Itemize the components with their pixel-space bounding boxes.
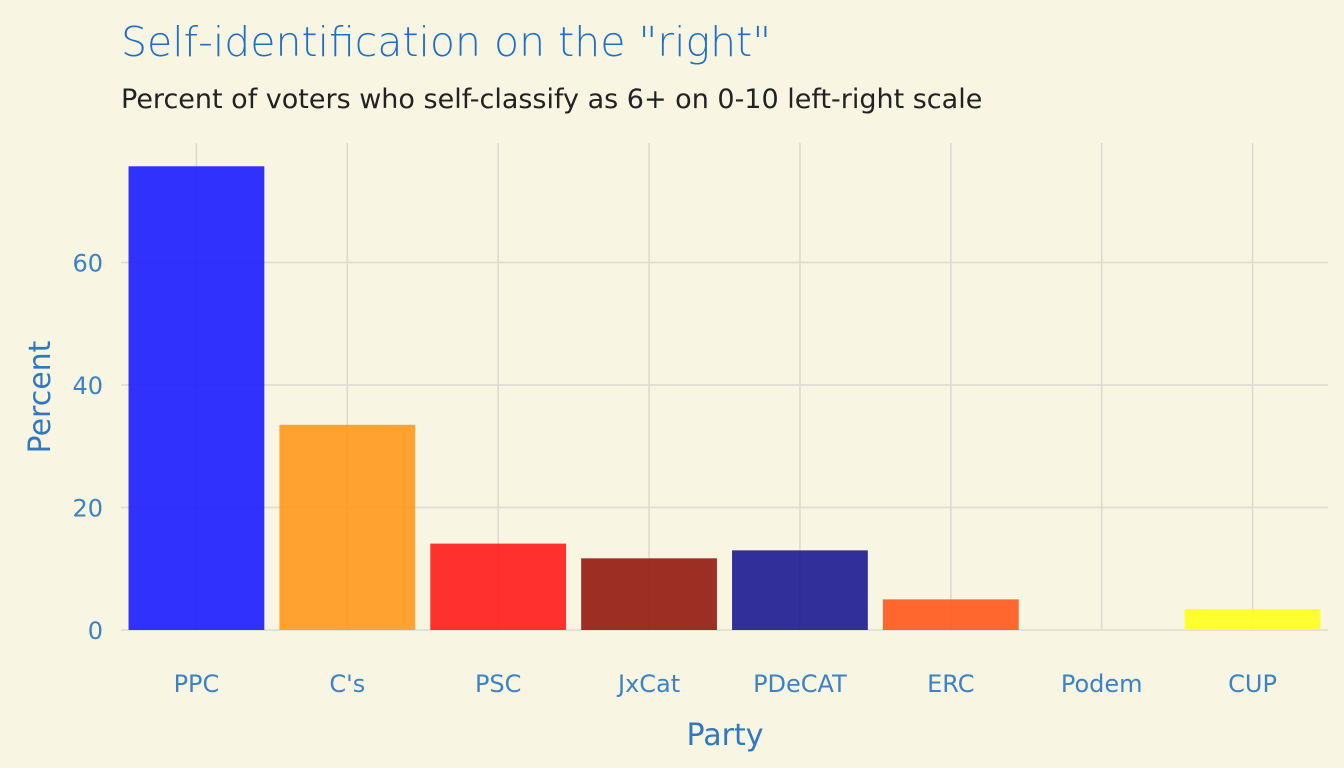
bars bbox=[128, 166, 1321, 630]
bar-cup bbox=[1184, 609, 1321, 630]
chart-title: Self-identification on the "right" bbox=[121, 18, 772, 66]
y-tick-label: 60 bbox=[72, 249, 103, 277]
tick-labels: 0 20 40 60 PPC C's PSC JxCat PDeCAT ERC Podem CUP bbox=[72, 249, 1277, 698]
y-tick-label: 40 bbox=[72, 372, 103, 400]
bar-jxcat bbox=[581, 558, 717, 630]
bar-psc bbox=[430, 543, 567, 630]
x-tick-label: Podem bbox=[1061, 670, 1143, 698]
x-tick-label: ERC bbox=[927, 670, 974, 698]
x-tick-label: PSC bbox=[475, 670, 521, 698]
x-tick-label: JxCat bbox=[616, 670, 680, 698]
x-tick-label: PPC bbox=[174, 670, 220, 698]
x-tick-label: C's bbox=[329, 670, 365, 698]
x-tick-label: CUP bbox=[1228, 670, 1277, 698]
bar-c-s bbox=[279, 424, 416, 630]
bar-erc bbox=[882, 599, 1019, 630]
y-tick-label: 20 bbox=[72, 494, 103, 522]
x-axis-title: Party bbox=[687, 718, 764, 753]
chart-subtitle: Percent of voters who self-classify as 6… bbox=[121, 84, 983, 115]
x-tick-label: PDeCAT bbox=[753, 670, 847, 698]
y-axis-title: Percent bbox=[23, 340, 58, 453]
bar-ppc bbox=[128, 166, 265, 630]
bar-pdecat bbox=[732, 550, 868, 630]
y-tick-label: 0 bbox=[88, 617, 103, 645]
